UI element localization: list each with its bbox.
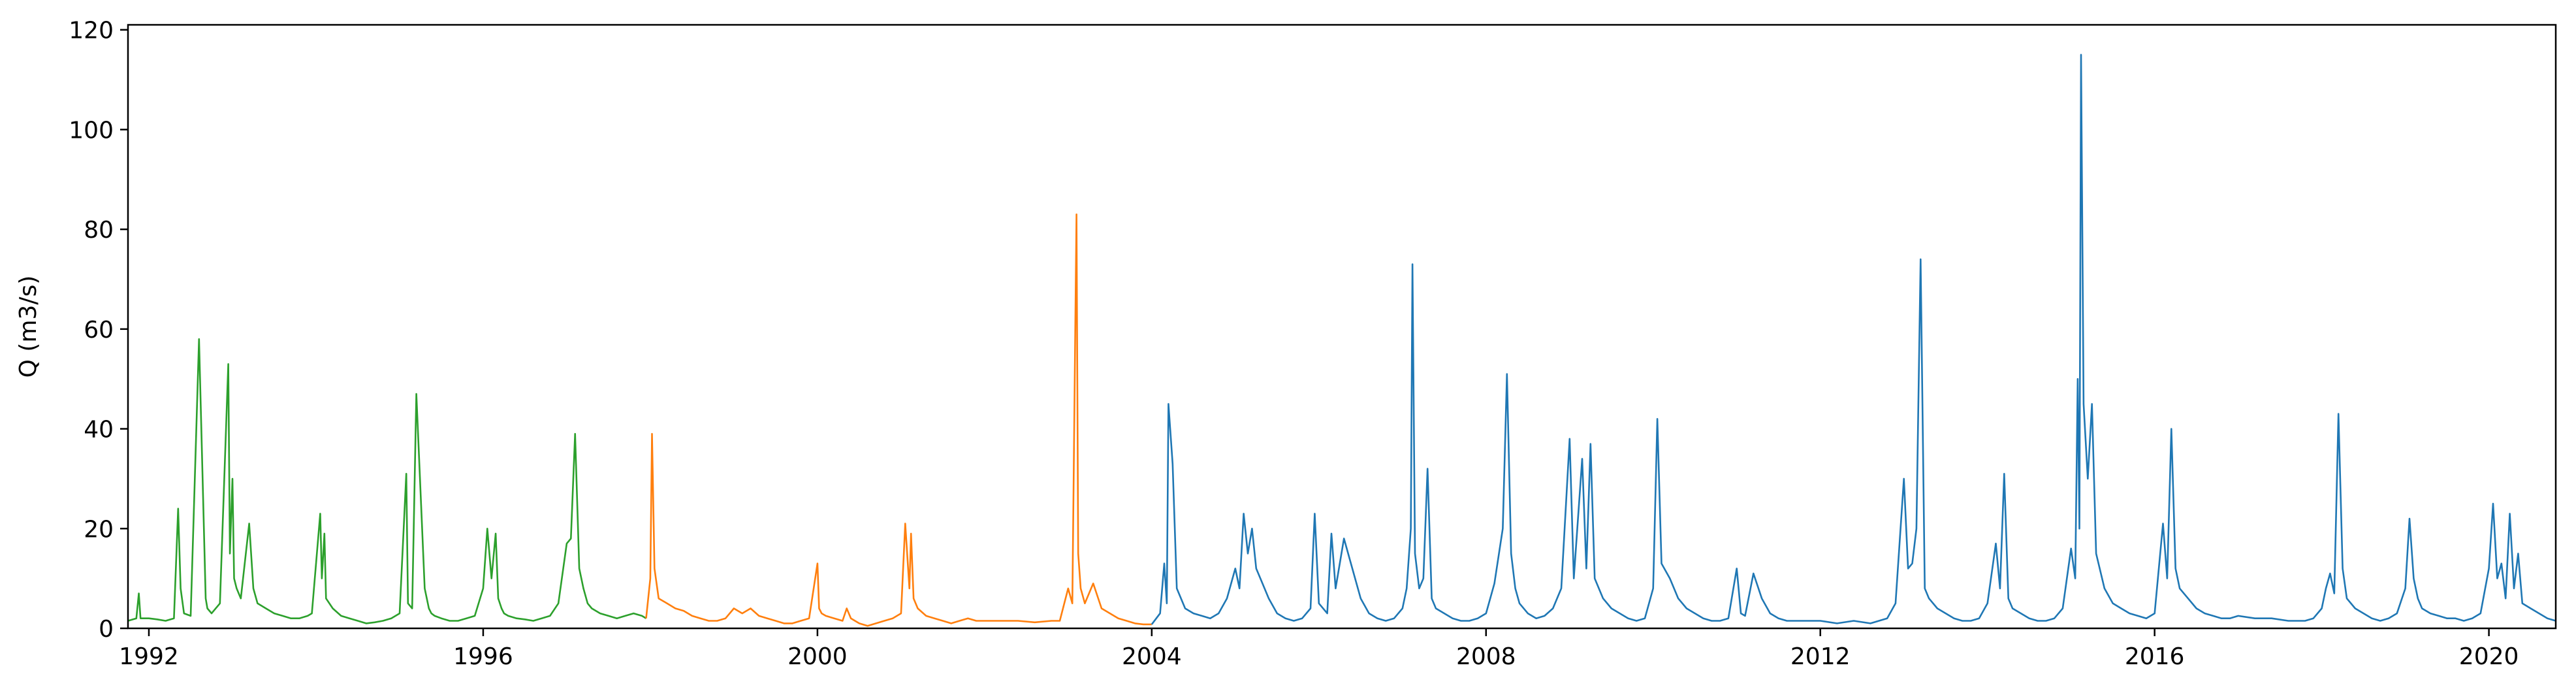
axes-layer: 0 20 40 60 80 100 120 1992 1996 2000 2004 2008 2012 2… <box>69 18 2519 670</box>
y-axis-title: Q (m3/s) <box>15 276 42 378</box>
y-tick-label: 60 <box>84 317 114 344</box>
x-tick-label: 2020 <box>2459 643 2519 670</box>
series-layer <box>127 54 2556 627</box>
x-tick-label: 1992 <box>119 643 179 670</box>
y-tick-label: 80 <box>84 217 114 244</box>
x-tick-label: 2004 <box>1122 643 1182 670</box>
series-line-3 <box>1151 54 2556 625</box>
x-tick-label: 1996 <box>453 643 513 670</box>
x-tick-label: 2016 <box>2125 643 2185 670</box>
x-tick-label: 2000 <box>787 643 848 670</box>
y-tick-label: 100 <box>69 117 114 144</box>
y-tick-label: 0 <box>99 616 114 643</box>
plot-frame <box>127 24 2557 630</box>
y-tick-label: 40 <box>84 417 114 443</box>
series-line-1 <box>127 338 647 624</box>
y-tick-label: 120 <box>69 18 114 44</box>
series-line-2 <box>645 213 1152 627</box>
x-tick-label: 2012 <box>1790 643 1851 670</box>
x-tick-label: 2008 <box>1456 643 1516 670</box>
y-tick-label: 20 <box>84 516 114 543</box>
